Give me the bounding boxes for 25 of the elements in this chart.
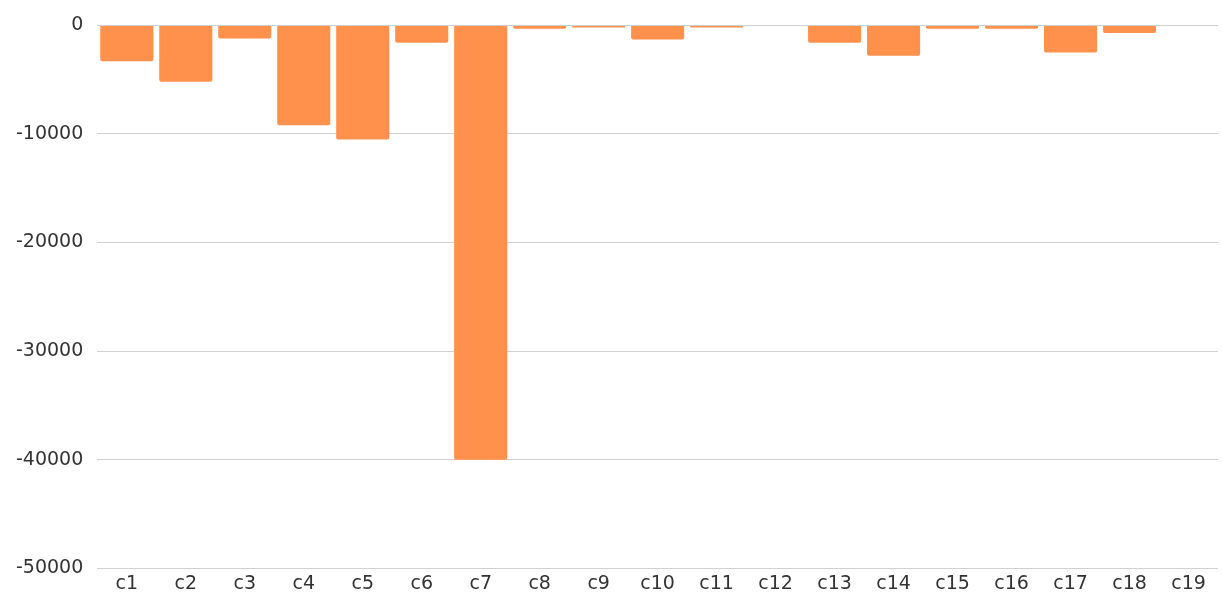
x-tick-label: c10: [640, 570, 675, 593]
x-tick-label: c2: [174, 570, 198, 593]
x-tick-label: c19: [1171, 570, 1206, 593]
y-tick-label: -50000: [15, 555, 84, 578]
x-tick-label: c1: [115, 570, 139, 593]
y-tick-label: 0: [71, 12, 84, 35]
x-tick-label: c3: [233, 570, 257, 593]
x-tick-label: c17: [1053, 570, 1088, 593]
x-tick-label: c14: [876, 570, 911, 593]
x-tick-label: c12: [758, 570, 793, 593]
x-tick-label: c5: [351, 570, 374, 593]
y-tick-label: -40000: [15, 446, 84, 469]
x-tick-label: c15: [935, 570, 970, 593]
x-tick-label: c13: [817, 570, 852, 593]
x-tick-label: c8: [528, 570, 551, 593]
y-tick-label: -30000: [15, 338, 84, 361]
x-tick-label: c11: [699, 570, 734, 593]
x-tick-label: c9: [587, 570, 610, 593]
x-tick-label: c7: [469, 570, 492, 593]
y-tick-label: -10000: [15, 120, 84, 143]
x-tick-label: c16: [994, 570, 1029, 593]
x-tick-label: c18: [1112, 570, 1147, 593]
y-tick-label: -20000: [15, 229, 84, 252]
x-tick-label: c4: [292, 570, 316, 593]
x-tick-label: c6: [410, 570, 433, 593]
